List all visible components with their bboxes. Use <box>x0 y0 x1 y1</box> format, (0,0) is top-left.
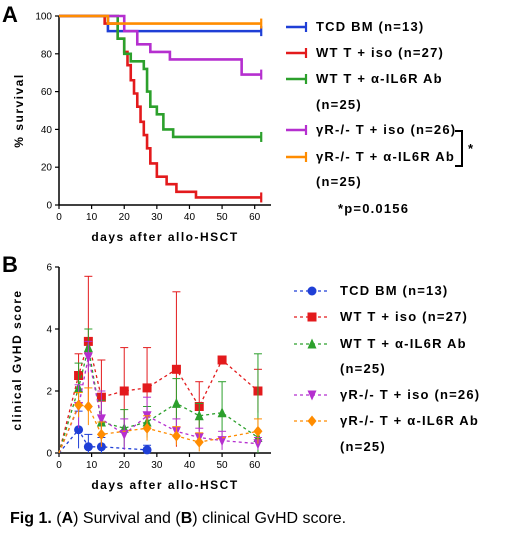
y-tick-label: 20 <box>41 163 53 174</box>
legend-label-wt-t-iso-n-27: WT T + iso (n=27) <box>340 309 468 324</box>
x-tick-label: 30 <box>151 212 163 223</box>
score-point-wt-t-iso-n-27 <box>119 386 129 396</box>
score-point-tcd-bm-n-13 <box>83 442 93 452</box>
score-point-r-t-il6r-ab-n-25 <box>74 399 84 411</box>
score-point-wt-t-iso-n-27 <box>142 383 152 393</box>
gvhd-score-chart: 0 10 20 30 40 50 60 0 2 4 6 days after allo-HSCT cli… <box>10 263 271 492</box>
score-line-r-t-iso-n-26 <box>58 356 259 454</box>
x-tick-label: 60 <box>249 212 261 223</box>
score-point-r-t-iso-n-26 <box>119 429 129 440</box>
legend-label-count-r-t-il6r-ab-n-25: (n=25) <box>340 439 386 454</box>
score-point-r-t-il6r-ab-n-25 <box>171 430 181 442</box>
score-point-tcd-bm-n-13 <box>142 445 152 455</box>
legend-marker-tcd-bm-n-13 <box>307 286 317 296</box>
score-point-wt-t-iso-n-27 <box>217 355 227 365</box>
significance-bracket: * <box>455 130 474 167</box>
survival-line-wt-t-il6r-ab-n-25 <box>59 14 262 139</box>
y-tick-label: 40 <box>41 125 53 136</box>
x-tick-label: 60 <box>249 460 261 471</box>
survival-legend: TCD BM (n=13) WT T + iso (n=27) WT T + α-I… <box>286 19 456 189</box>
legend-marker-r-t-il6r-ab-n-25 <box>307 415 317 427</box>
legend-label-tcd-bm-n-13: TCD BM (n=13) <box>340 283 448 298</box>
x-tick-label: 40 <box>184 212 196 223</box>
score-point-r-t-iso-n-26 <box>96 414 106 425</box>
y-axis-title: clinical GvHD score <box>10 289 24 430</box>
x-tick-label: 40 <box>184 460 196 471</box>
bracket-star: * <box>468 141 474 156</box>
legend-label-r-t-il6r-ab-n-25: γR-/- T + α-IL6R Ab <box>340 413 479 428</box>
gvhd-legend: TCD BM (n=13) WT T + iso (n=27) WT T + α-I… <box>294 283 480 454</box>
score-line-wt-t-iso-n-27 <box>58 338 259 454</box>
legend-label-r-t-iso-n-26: γR-/- T + iso (n=26) <box>316 122 456 137</box>
x-tick-label: 50 <box>217 212 229 223</box>
score-point-r-t-iso-n-26 <box>253 439 263 450</box>
y-tick-label: 6 <box>46 263 52 274</box>
score-point-r-t-il6r-ab-n-25 <box>253 425 263 437</box>
legend-marker-wt-t-iso-n-27 <box>307 312 317 322</box>
x-tick-label: 0 <box>56 460 62 471</box>
bracket-line <box>455 130 463 167</box>
score-point-r-t-iso-n-26 <box>217 436 227 447</box>
y-tick-label: 80 <box>41 49 53 60</box>
caption-a: A <box>61 510 74 527</box>
x-tick-label: 20 <box>119 212 131 223</box>
x-tick-label: 30 <box>151 460 163 471</box>
y-tick-label: 60 <box>41 87 53 98</box>
score-point-r-t-il6r-ab-n-25 <box>194 436 204 448</box>
panel-b-letter: B <box>2 252 18 277</box>
legend-label-count-wt-t-il6r-ab-n-25: (n=25) <box>340 361 386 376</box>
score-point-wt-t-il6r-ab-n-25 <box>194 410 204 421</box>
caption-part-1: ( <box>51 510 62 527</box>
legend-label-count-wt-t-il6r-ab-n-25: (n=25) <box>316 97 362 112</box>
x-axis-title: days after allo-HSCT <box>91 230 238 244</box>
x-axis-title: days after allo-HSCT <box>91 478 238 492</box>
caption-prefix: Fig 1. <box>10 510 52 527</box>
y-tick-label: 0 <box>46 449 52 460</box>
survival-line-r-t-iso-n-26 <box>59 14 262 76</box>
caption-part-3: ) clinical GvHD score. <box>192 510 347 527</box>
legend-label-wt-t-il6r-ab-n-25: WT T + α-IL6R Ab <box>316 71 443 86</box>
score-point-r-t-il6r-ab-n-25 <box>96 428 106 440</box>
x-tick-label: 50 <box>217 460 229 471</box>
pvalue-note: *p=0.0156 <box>338 201 409 216</box>
caption-part-2: ) Survival and ( <box>73 510 181 527</box>
score-point-wt-t-iso-n-27 <box>171 364 181 374</box>
x-tick-label: 0 <box>56 212 62 223</box>
legend-label-tcd-bm-n-13: TCD BM (n=13) <box>316 19 424 34</box>
x-tick-label: 20 <box>119 460 131 471</box>
score-point-wt-t-il6r-ab-n-25 <box>217 407 227 418</box>
y-tick-label: 100 <box>35 12 52 23</box>
score-point-tcd-bm-n-13 <box>74 425 84 435</box>
x-tick-label: 10 <box>86 460 98 471</box>
figure-caption: Fig 1. (A) Survival and (B) clinical GvH… <box>10 510 346 528</box>
legend-label-r-t-iso-n-26: γR-/- T + iso (n=26) <box>340 387 480 402</box>
legend-label-count-r-t-il6r-ab-n-25: (n=25) <box>316 174 362 189</box>
legend-label-wt-t-iso-n-27: WT T + iso (n=27) <box>316 45 444 60</box>
legend-label-r-t-il6r-ab-n-25: γR-/- T + α-IL6R Ab <box>316 149 455 164</box>
legend-marker-wt-t-il6r-ab-n-25 <box>307 338 317 349</box>
y-tick-label: 4 <box>46 325 52 336</box>
y-tick-label: 2 <box>46 387 52 398</box>
legend-label-wt-t-il6r-ab-n-25: WT T + α-IL6R Ab <box>340 336 467 351</box>
legend-marker-r-t-iso-n-26 <box>307 390 317 401</box>
survival-chart: 0 10 20 30 40 50 60 0 20 40 60 80 100 days after allo… <box>12 12 271 244</box>
y-axis-title: % survival <box>12 73 26 147</box>
score-point-wt-t-il6r-ab-n-25 <box>171 397 181 408</box>
survival-line-r-t-il6r-ab-n-25 <box>59 14 262 25</box>
caption-b: B <box>180 510 193 527</box>
survival-line-wt-t-iso-n-27 <box>59 14 262 199</box>
x-tick-label: 10 <box>86 212 98 223</box>
panel-a-letter: A <box>2 2 18 27</box>
score-point-r-t-il6r-ab-n-25 <box>142 422 152 434</box>
score-line-r-t-il6r-ab-n-25 <box>58 404 259 454</box>
score-point-r-t-il6r-ab-n-25 <box>83 401 93 412</box>
score-point-r-t-iso-n-26 <box>83 352 93 363</box>
y-tick-label: 0 <box>46 201 52 212</box>
